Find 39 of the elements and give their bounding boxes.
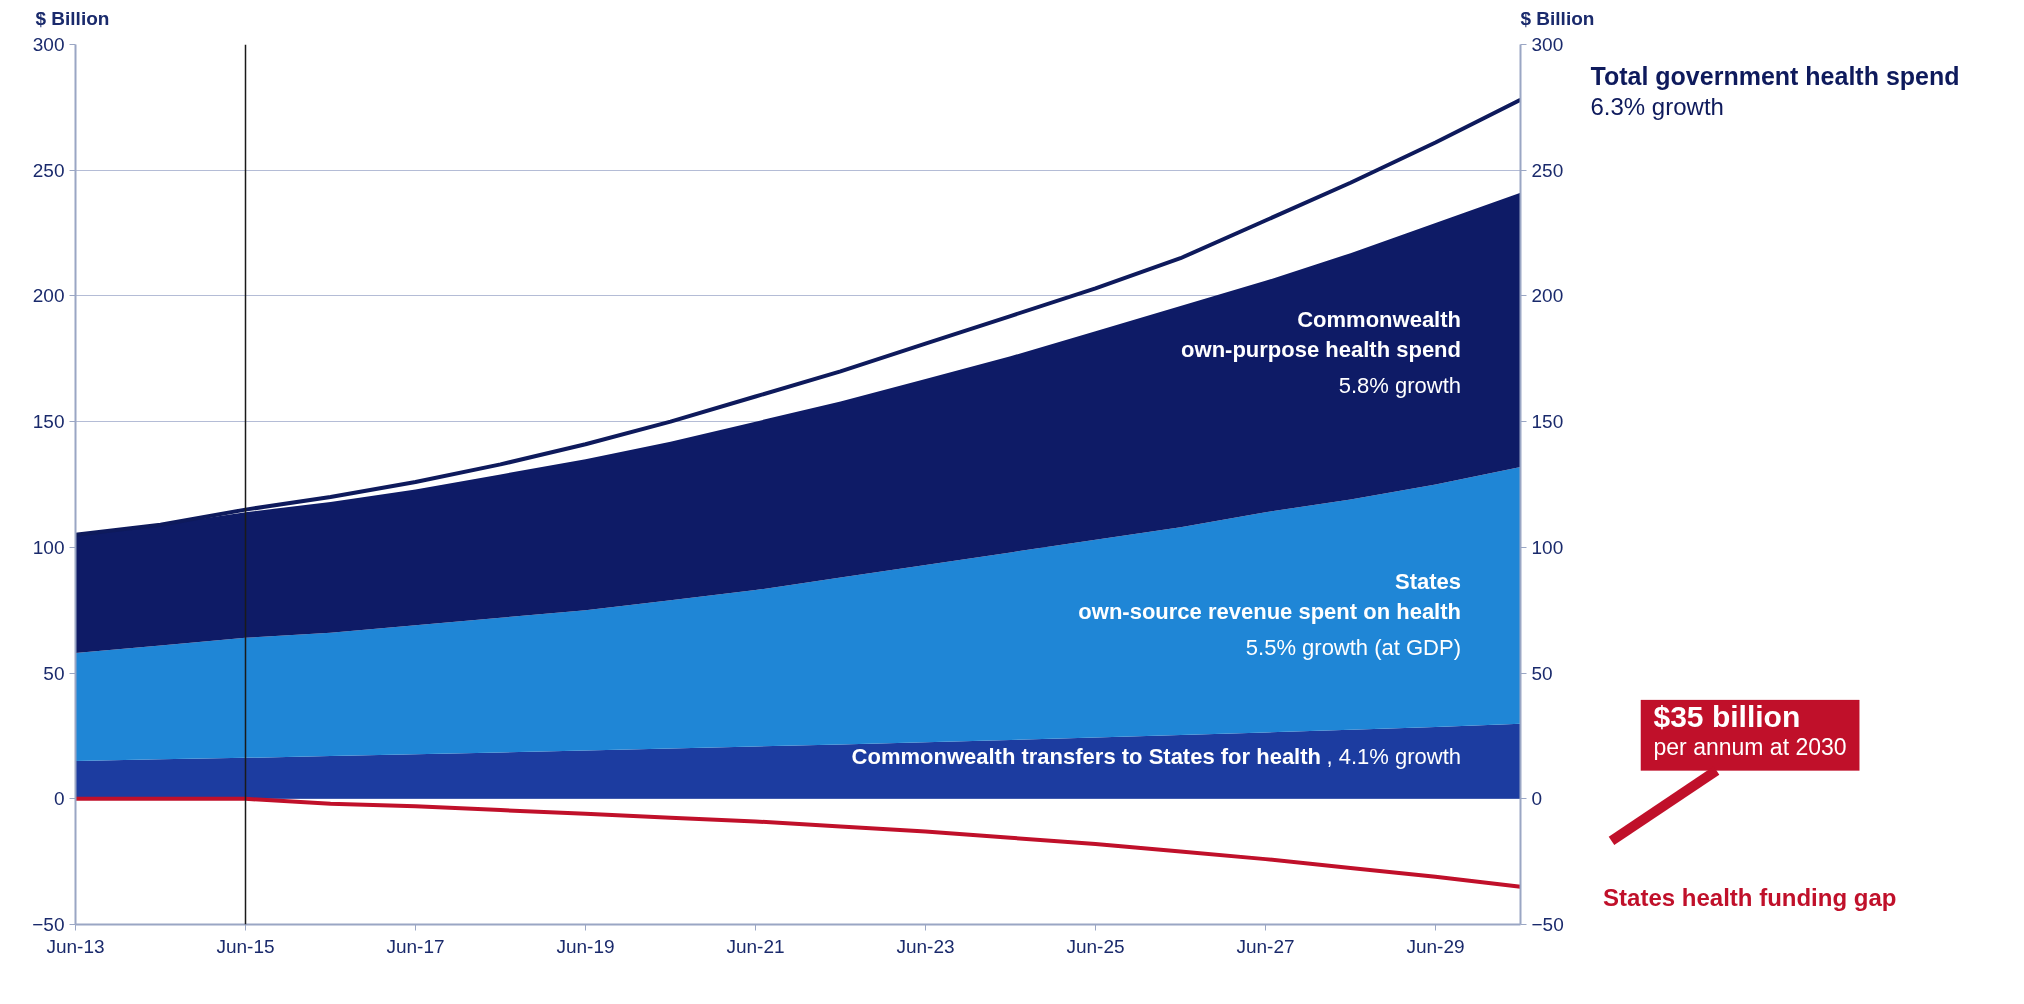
y-tick-label: −50 bbox=[32, 914, 65, 935]
y2-tick-label: 100 bbox=[1531, 536, 1564, 558]
x-tick-label: Jun-13 bbox=[46, 935, 105, 957]
y-tick-label: 200 bbox=[32, 285, 65, 307]
y2-tick-label: 200 bbox=[1531, 285, 1564, 307]
y2-tick-label: 300 bbox=[1531, 34, 1564, 55]
y2-axis-title: $ Billion bbox=[1520, 8, 1595, 30]
x-tick-label: Jun-17 bbox=[386, 935, 445, 957]
x-tick-label: Jun-25 bbox=[1066, 935, 1125, 957]
y2-tick-label: 50 bbox=[1531, 662, 1553, 684]
x-tick-label: Jun-21 bbox=[726, 935, 785, 957]
text: per annum at 2030 bbox=[1653, 733, 1847, 760]
text: Total government health spend bbox=[1590, 61, 1960, 90]
annotation: 5.8% growth bbox=[1338, 373, 1462, 399]
line-series bbox=[75, 796, 1521, 889]
y-tick-label: 100 bbox=[32, 536, 65, 558]
y2-tick-label: 250 bbox=[1531, 159, 1564, 181]
y-tick-label: 50 bbox=[43, 662, 65, 684]
y-tick-label: 150 bbox=[32, 411, 65, 433]
y2-tick-label: 0 bbox=[1531, 788, 1543, 810]
series-label: Commonwealth own-purpose health spend bbox=[1181, 307, 1462, 363]
y2-tick-label: 150 bbox=[1531, 411, 1564, 433]
series-label: Commonwealth transfers to States for health bbox=[851, 743, 1322, 769]
x-tick-label: Jun-29 bbox=[1406, 935, 1465, 957]
x-tick-label: Jun-23 bbox=[896, 935, 955, 957]
x-tick-label: Jun-27 bbox=[1236, 935, 1295, 957]
y-tick-label: 300 bbox=[32, 34, 65, 55]
series-label: States own-source revenue spent on health bbox=[1078, 568, 1462, 624]
annotation: 5.5% growth (at GDP) bbox=[1245, 634, 1461, 660]
y2-tick-label: −50 bbox=[1531, 914, 1564, 935]
x-tick-label: Jun-19 bbox=[556, 935, 615, 957]
text: $35 billion bbox=[1653, 699, 1801, 733]
text: 6.3% growth bbox=[1590, 92, 1724, 120]
text: States health funding gap bbox=[1603, 884, 1897, 912]
y-tick-label: 0 bbox=[53, 788, 65, 810]
y-axis-title: $ Billion bbox=[35, 8, 110, 30]
x-tick-label: Jun-15 bbox=[216, 935, 275, 957]
y-tick-label: 250 bbox=[32, 159, 65, 181]
annotation: , 4.1% growth bbox=[1326, 743, 1461, 769]
